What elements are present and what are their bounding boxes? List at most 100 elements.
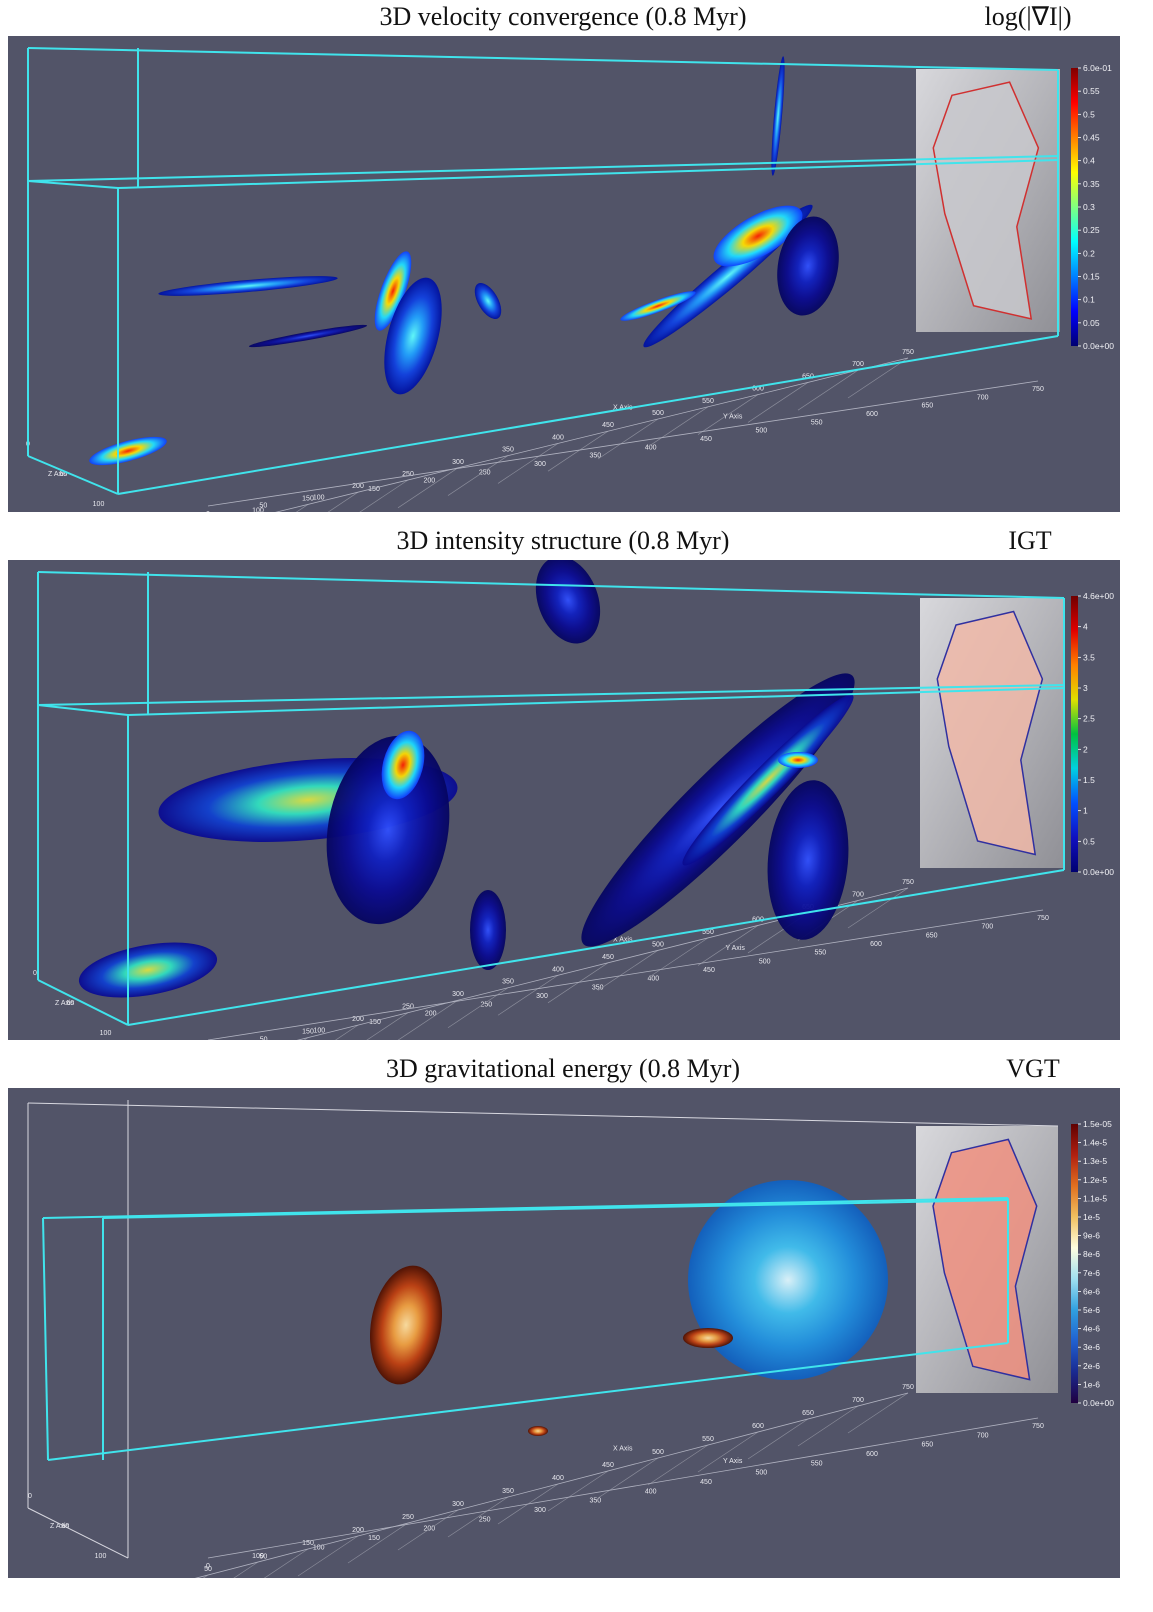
- z-axis-name: Z Axis: [48, 471, 68, 478]
- box-edge: [37, 979, 129, 1026]
- x-tick-label: 150: [302, 1540, 314, 1547]
- grid-line: [847, 1392, 909, 1434]
- axis-line: [207, 909, 1044, 1040]
- colorbar-label: 4e-6: [1083, 1324, 1100, 1334]
- structure-blob: [158, 276, 338, 296]
- x-tick-label: 650: [802, 1410, 814, 1417]
- y-tick-label: 650: [926, 932, 938, 939]
- domain-edge: [27, 1507, 129, 1559]
- x-tick-label: 300: [452, 1501, 464, 1508]
- projection-region: [932, 81, 1040, 320]
- y-tick-label: 350: [592, 984, 604, 991]
- colorbar-label: 0.05: [1083, 318, 1100, 328]
- grid-line: [497, 974, 559, 1016]
- grid-line: [335, 1024, 359, 1040]
- colorbar-label: 0.3: [1083, 202, 1095, 212]
- y-tick-label: 450: [700, 1479, 712, 1486]
- x-axis-name: X Axis: [613, 1446, 633, 1453]
- y-tick-label: 750: [1037, 915, 1049, 922]
- y-tick-label: 250: [480, 1002, 492, 1009]
- x-tick-label: 200: [352, 483, 364, 490]
- box-edge: [127, 687, 1065, 716]
- x-tick-label: 500: [652, 410, 664, 417]
- grid-line: [647, 406, 709, 448]
- box-edge: [27, 47, 1059, 71]
- axis-line: [207, 1417, 1039, 1559]
- colorbar-label: 1.2e-5: [1083, 1175, 1107, 1185]
- x-tick-label: 150: [302, 1029, 314, 1036]
- x-tick-label: 300: [452, 459, 464, 466]
- x-tick-label: 400: [552, 434, 564, 441]
- colorbar-label: 3e-6: [1083, 1342, 1100, 1352]
- colorbar-label: 8e-6: [1083, 1249, 1100, 1259]
- z-axis-name: Z Axis: [50, 1523, 70, 1530]
- projection-region: [936, 610, 1044, 856]
- grid-line: [547, 1470, 609, 1512]
- grid-line: [747, 382, 809, 423]
- x-tick-label: 700: [852, 361, 864, 368]
- colorbar-label: 5e-6: [1083, 1305, 1100, 1315]
- axis-line: [275, 357, 909, 512]
- axis-line: [194, 1392, 909, 1578]
- structure-blob: [771, 56, 785, 176]
- y-tick-label: 750: [1032, 1423, 1044, 1430]
- grid-line: [697, 925, 759, 966]
- x-tick-label: 550: [702, 929, 714, 936]
- x-tick-label: 500: [652, 941, 664, 948]
- y-axis-name: Y Axis: [723, 414, 743, 421]
- x-tick-label: 550: [702, 1436, 714, 1443]
- grid-line: [597, 1457, 659, 1499]
- structure-blob: [777, 216, 839, 316]
- x-tick-label: 750: [902, 1384, 914, 1391]
- grid-line: [295, 504, 309, 512]
- x-tick-label: 250: [402, 1004, 414, 1011]
- box-edge: [37, 571, 1065, 599]
- x-tick-label: 250: [402, 471, 414, 478]
- y-axis-name: Y Axis: [723, 1458, 743, 1465]
- y-tick-label: 200: [425, 1010, 437, 1017]
- colorbar-label: 2e-6: [1083, 1361, 1100, 1371]
- render-panel: 0050501001001501502002002502503003003503…: [8, 1088, 1120, 1578]
- render-panel: 0050501001001501502002002502503003003503…: [8, 560, 1120, 1040]
- x-tick-label: 500: [652, 1449, 664, 1456]
- colorbar-label: 0.35: [1083, 179, 1100, 189]
- x-tick-label: 750: [902, 349, 914, 356]
- y-tick-label: 600: [866, 411, 878, 418]
- x-tick-label: 450: [602, 1462, 614, 1469]
- structure-blob: [688, 1180, 888, 1380]
- box-edge: [27, 455, 119, 495]
- colorbar-label: 3: [1083, 683, 1088, 693]
- box-edge: [117, 159, 1059, 189]
- grid-line: [797, 1405, 859, 1447]
- colorbar-label: 1.3e-5: [1083, 1156, 1107, 1166]
- y-tick-label: 700: [977, 394, 989, 401]
- domain-edge: [27, 1102, 1059, 1127]
- y-tick-label: 550: [811, 1460, 823, 1467]
- x-tick-label: 550: [702, 398, 714, 405]
- y-tick-label: 400: [647, 976, 659, 983]
- y-tick-label: 500: [755, 428, 767, 435]
- panel-title: 3D intensity structure (0.8 Myr): [396, 526, 730, 555]
- structure-blob: [248, 324, 368, 348]
- grid-line: [447, 987, 509, 1029]
- y-tick-label: 650: [921, 403, 933, 410]
- colorbar-label: 1e-6: [1083, 1379, 1100, 1389]
- colorbar-label: 0.4: [1083, 156, 1095, 166]
- x-tick-label: 200: [352, 1527, 364, 1534]
- y-tick-label: 400: [645, 1488, 657, 1495]
- x-tick-label: 200: [352, 1016, 364, 1023]
- structure-blob: [369, 1265, 443, 1385]
- grid-line: [647, 1444, 709, 1486]
- panel-label: IGT: [1008, 526, 1052, 555]
- grid-line: [697, 1431, 759, 1473]
- box-edge: [127, 869, 1065, 1026]
- y-tick-label: 100: [313, 1028, 325, 1035]
- z-tick-label: 50: [66, 1000, 74, 1007]
- colorbar-label: 1.1e-5: [1083, 1193, 1107, 1203]
- colorbar-label: 0.5: [1083, 836, 1095, 846]
- y-tick-label: 250: [479, 469, 491, 476]
- y-tick-label: 200: [423, 478, 435, 485]
- x-tick-label: 350: [502, 979, 514, 986]
- grid-line: [297, 1535, 359, 1577]
